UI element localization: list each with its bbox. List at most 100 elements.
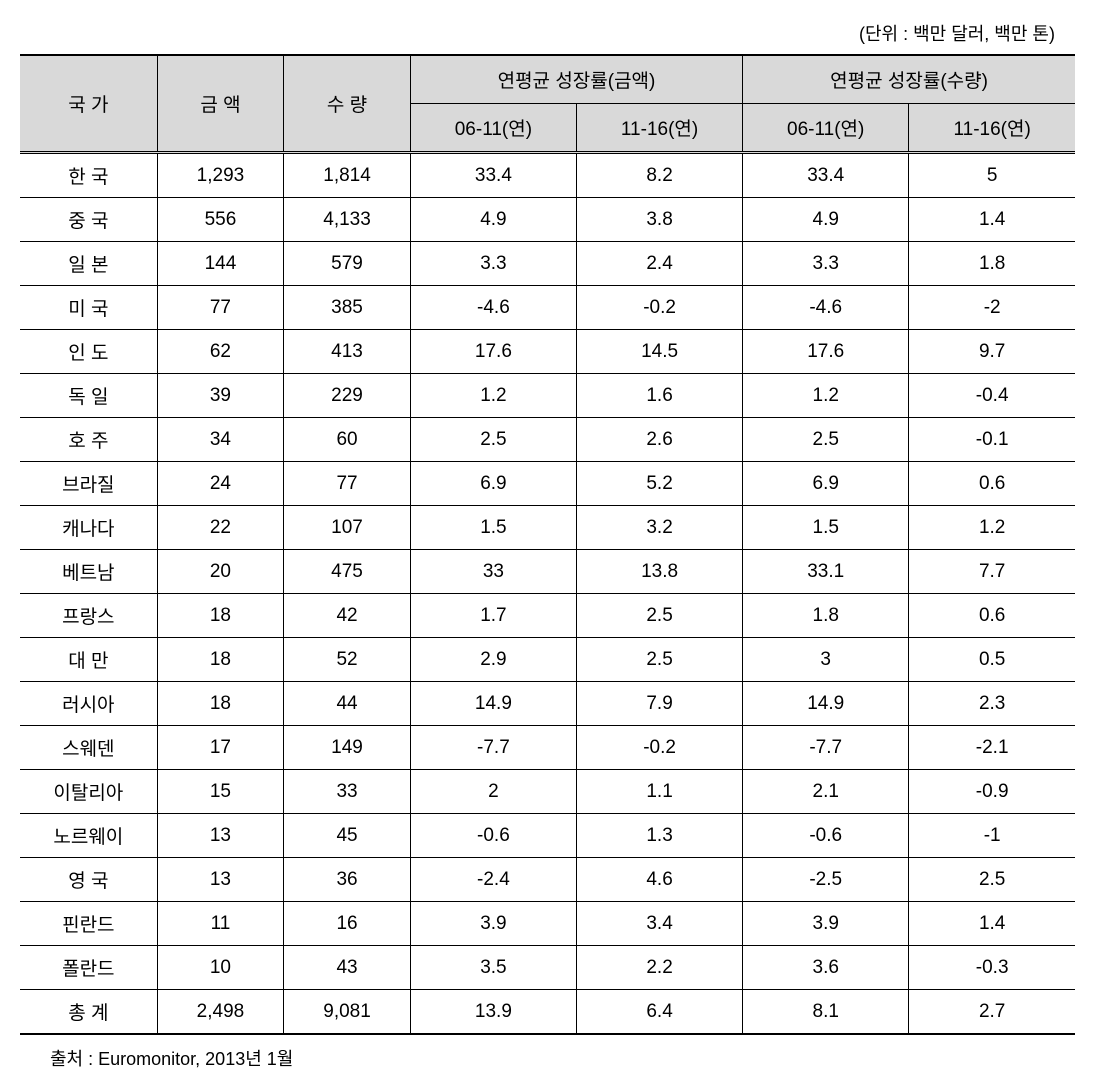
cell-ga2: 2.4 [576, 242, 742, 286]
cell-gq2: -0.9 [909, 770, 1075, 814]
cell-ga2: 8.2 [576, 153, 742, 198]
cell-qty: 9,081 [284, 990, 411, 1035]
cell-country: 노르웨이 [20, 814, 157, 858]
cell-ga1: 3.3 [410, 242, 576, 286]
cell-ga2: 3.2 [576, 506, 742, 550]
cell-ga1: 1.5 [410, 506, 576, 550]
table-header: 국 가 금 액 수 량 연평균 성장률(금액) 연평균 성장률(수량) 06-1… [20, 55, 1075, 153]
cell-amount: 62 [157, 330, 284, 374]
cell-qty: 42 [284, 594, 411, 638]
cell-ga2: 2.6 [576, 418, 742, 462]
cell-gq2: 5 [909, 153, 1075, 198]
cell-ga1: 3.9 [410, 902, 576, 946]
cell-ga2: 2.2 [576, 946, 742, 990]
cell-ga1: 6.9 [410, 462, 576, 506]
cell-ga1: 14.9 [410, 682, 576, 726]
cell-amount: 24 [157, 462, 284, 506]
unit-label: (단위 : 백만 달러, 백만 톤) [20, 20, 1075, 46]
cell-gq2: 2.5 [909, 858, 1075, 902]
cell-ga1: 2.9 [410, 638, 576, 682]
cell-gq1: 33.1 [743, 550, 909, 594]
cell-ga2: 13.8 [576, 550, 742, 594]
cell-gq2: -0.4 [909, 374, 1075, 418]
cell-country: 일 본 [20, 242, 157, 286]
cell-qty: 149 [284, 726, 411, 770]
cell-ga2: 1.1 [576, 770, 742, 814]
table-row: 프랑스18421.72.51.80.6 [20, 594, 1075, 638]
cell-gq1: -2.5 [743, 858, 909, 902]
cell-ga2: 14.5 [576, 330, 742, 374]
cell-amount: 10 [157, 946, 284, 990]
table-row: 이탈리아153321.12.1-0.9 [20, 770, 1075, 814]
cell-ga1: 3.5 [410, 946, 576, 990]
table-row: 독 일392291.21.61.2-0.4 [20, 374, 1075, 418]
cell-gq1: 8.1 [743, 990, 909, 1035]
cell-gq1: 6.9 [743, 462, 909, 506]
cell-ga1: 33.4 [410, 153, 576, 198]
table-row: 캐나다221071.53.21.51.2 [20, 506, 1075, 550]
cell-qty: 4,133 [284, 198, 411, 242]
cell-country: 러시아 [20, 682, 157, 726]
table-row: 인 도6241317.614.517.69.7 [20, 330, 1075, 374]
cell-amount: 1,293 [157, 153, 284, 198]
cell-qty: 36 [284, 858, 411, 902]
table-row: 미 국77385-4.6-0.2-4.6-2 [20, 286, 1075, 330]
table-row: 핀란드11163.93.43.91.4 [20, 902, 1075, 946]
cell-qty: 44 [284, 682, 411, 726]
cell-amount: 18 [157, 682, 284, 726]
table-row: 총 계2,4989,08113.96.48.12.7 [20, 990, 1075, 1035]
cell-gq2: -2.1 [909, 726, 1075, 770]
cell-ga2: 7.9 [576, 682, 742, 726]
cell-ga1: 1.2 [410, 374, 576, 418]
cell-gq1: 3 [743, 638, 909, 682]
header-period1-amount: 06-11(연) [410, 104, 576, 153]
table-row: 폴란드10433.52.23.6-0.3 [20, 946, 1075, 990]
cell-ga1: 1.7 [410, 594, 576, 638]
cell-amount: 34 [157, 418, 284, 462]
cell-ga2: 1.6 [576, 374, 742, 418]
cell-gq2: -0.3 [909, 946, 1075, 990]
header-period2-amount: 11-16(연) [576, 104, 742, 153]
table-row: 호 주34602.52.62.5-0.1 [20, 418, 1075, 462]
cell-ga2: -0.2 [576, 286, 742, 330]
table-row: 노르웨이1345-0.61.3-0.6-1 [20, 814, 1075, 858]
cell-country: 이탈리아 [20, 770, 157, 814]
header-quantity: 수 량 [284, 55, 411, 153]
cell-amount: 556 [157, 198, 284, 242]
cell-amount: 39 [157, 374, 284, 418]
cell-gq2: -0.1 [909, 418, 1075, 462]
cell-amount: 18 [157, 638, 284, 682]
cell-ga1: 17.6 [410, 330, 576, 374]
table-row: 한 국1,2931,81433.48.233.45 [20, 153, 1075, 198]
cell-country: 대 만 [20, 638, 157, 682]
cell-gq2: 2.7 [909, 990, 1075, 1035]
cell-gq1: 2.5 [743, 418, 909, 462]
cell-gq1: 1.2 [743, 374, 909, 418]
table-row: 브라질24776.95.26.90.6 [20, 462, 1075, 506]
cell-amount: 13 [157, 814, 284, 858]
cell-gq2: 0.5 [909, 638, 1075, 682]
cell-gq2: 7.7 [909, 550, 1075, 594]
cell-gq2: 9.7 [909, 330, 1075, 374]
cell-ga1: -4.6 [410, 286, 576, 330]
cell-country: 캐나다 [20, 506, 157, 550]
cell-ga2: 1.3 [576, 814, 742, 858]
table-row: 베트남204753313.833.17.7 [20, 550, 1075, 594]
cell-country: 독 일 [20, 374, 157, 418]
cell-country: 베트남 [20, 550, 157, 594]
cell-qty: 60 [284, 418, 411, 462]
cell-ga2: 2.5 [576, 638, 742, 682]
cell-gq1: 3.3 [743, 242, 909, 286]
cell-qty: 45 [284, 814, 411, 858]
header-amount: 금 액 [157, 55, 284, 153]
header-country: 국 가 [20, 55, 157, 153]
cell-gq1: -4.6 [743, 286, 909, 330]
cell-gq2: 1.4 [909, 902, 1075, 946]
cell-ga2: 6.4 [576, 990, 742, 1035]
cell-qty: 16 [284, 902, 411, 946]
cell-ga2: 2.5 [576, 594, 742, 638]
cell-gq1: 17.6 [743, 330, 909, 374]
table-row: 스웨덴17149-7.7-0.2-7.7-2.1 [20, 726, 1075, 770]
cell-ga1: 2.5 [410, 418, 576, 462]
cell-country: 브라질 [20, 462, 157, 506]
